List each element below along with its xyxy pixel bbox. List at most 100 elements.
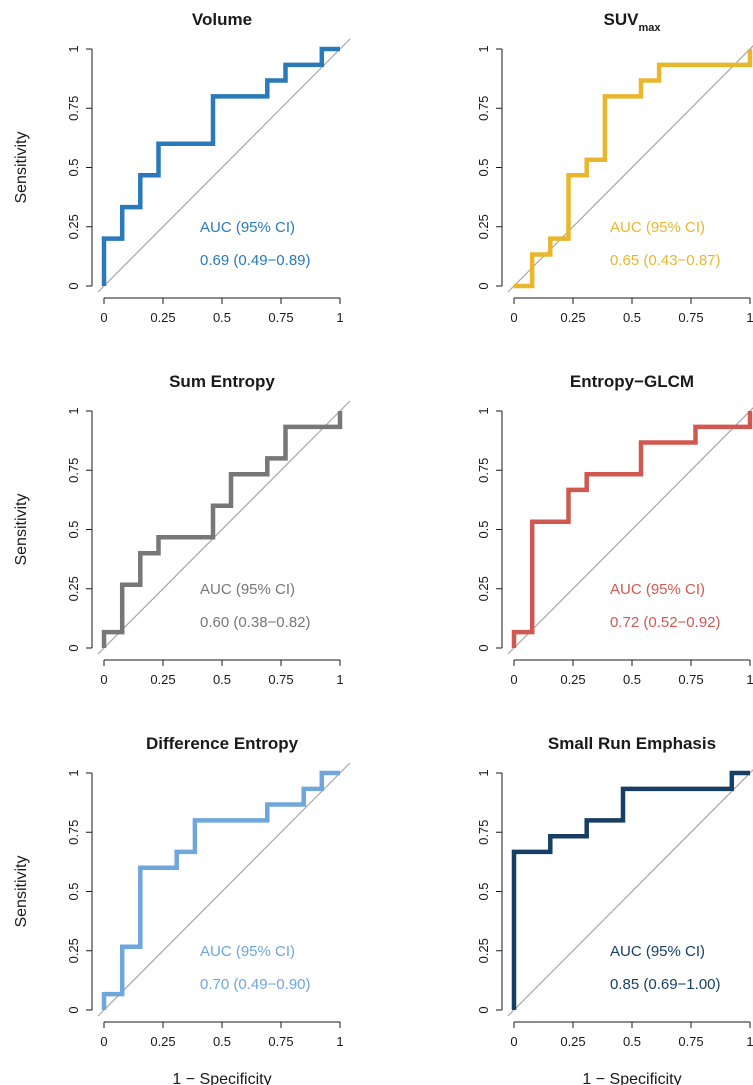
auc-label: AUC (95% CI) <box>200 581 295 598</box>
x-tick-label: 0.25 <box>150 672 175 687</box>
x-tick-label: 1 <box>746 1034 753 1049</box>
panel-title: Small Run Emphasis <box>548 734 716 753</box>
x-tick-label: 0.25 <box>150 310 175 325</box>
y-tick-label: 0 <box>476 644 491 651</box>
y-tick-label: 0.25 <box>476 938 491 963</box>
panel-title: Entropy−GLCM <box>570 372 694 391</box>
x-axis-title: 1 − Specificity <box>582 1071 681 1085</box>
auc-label: AUC (95% CI) <box>610 219 705 236</box>
y-tick-label: 1 <box>66 769 81 776</box>
x-tick-label: 0 <box>510 1034 517 1049</box>
roc-panel-5: Difference Entropy 0 0.25 0.5 0.75 1 0 0.25 0.5 0… <box>13 734 351 1085</box>
auc-label: AUC (95% CI) <box>610 943 705 960</box>
roc-curve-line <box>514 49 753 289</box>
x-tick-label: 0.75 <box>678 672 703 687</box>
x-tick-label: 0.5 <box>213 672 231 687</box>
x-tick-label: 1 <box>746 672 753 687</box>
y-axis-title: Sensitivity <box>13 493 30 565</box>
y-tick-label: 0.25 <box>476 214 491 239</box>
reference-diagonal-line <box>97 38 351 293</box>
x-tick-label: 0.25 <box>560 310 585 325</box>
roc-panel-6: Small Run Emphasis 0 0.25 0.5 0.75 1 0 0.25 0.5 0… <box>476 734 753 1085</box>
auc-label: AUC (95% CI) <box>200 219 295 236</box>
x-tick-label: 0 <box>510 310 517 325</box>
x-tick-label: 0.5 <box>623 672 641 687</box>
roc-curve-line <box>101 411 343 648</box>
auc-value: 0.70 (0.49−0.90) <box>200 976 311 993</box>
panel-title: SUVmax <box>604 10 662 34</box>
x-tick-label: 0.75 <box>678 310 703 325</box>
panel-title: Sum Entropy <box>169 372 275 391</box>
reference-diagonal-line <box>97 762 351 1017</box>
x-tick-label: 0 <box>100 310 107 325</box>
auc-value: 0.69 (0.49−0.89) <box>200 252 311 269</box>
panel-title: Volume <box>192 10 252 29</box>
y-tick-label: 0 <box>66 644 81 651</box>
x-tick-label: 0.25 <box>560 672 585 687</box>
x-tick-label: 1 <box>336 310 343 325</box>
auc-value: 0.65 (0.43−0.87) <box>610 252 721 269</box>
y-tick-label: 0.5 <box>66 158 81 176</box>
x-tick-label: 0.25 <box>560 1034 585 1049</box>
y-tick-label: 1 <box>66 407 81 414</box>
y-tick-label: 0.25 <box>66 938 81 963</box>
x-tick-label: 0.5 <box>623 310 641 325</box>
y-tick-label: 0.75 <box>476 458 491 483</box>
y-tick-label: 0.25 <box>476 576 491 601</box>
x-tick-label: 0 <box>100 672 107 687</box>
y-tick-label: 1 <box>66 45 81 52</box>
y-tick-label: 0.75 <box>66 458 81 483</box>
x-tick-label: 0 <box>510 672 517 687</box>
roc-panel-2: SUVmax 0 0.25 0.5 0.75 1 0 0.25 0.5 0.75 1 AUC (95%… <box>476 10 753 325</box>
y-tick-label: 0.25 <box>66 576 81 601</box>
x-tick-label: 0.75 <box>678 1034 703 1049</box>
y-tick-label: 0 <box>66 1006 81 1013</box>
roc-panel-3: Sum Entropy 0 0.25 0.5 0.75 1 0 0.25 0.5 0.75 1 Sen… <box>13 372 351 687</box>
roc-curve-line <box>101 770 340 1010</box>
y-tick-label: 0.5 <box>476 520 491 538</box>
y-tick-label: 0.75 <box>66 96 81 121</box>
y-tick-label: 0 <box>476 282 491 289</box>
x-tick-label: 0.75 <box>268 672 293 687</box>
y-tick-label: 0 <box>66 282 81 289</box>
auc-value: 0.72 (0.52−0.92) <box>610 614 721 631</box>
roc-curve-line <box>511 770 750 1010</box>
auc-label: AUC (95% CI) <box>200 943 295 960</box>
x-tick-label: 1 <box>336 672 343 687</box>
reference-diagonal-line <box>507 769 753 1017</box>
roc-panel-1: Volume 0 0.25 0.5 0.75 1 0 0.25 0.5 0.75 1 Sensitiv… <box>13 10 351 325</box>
reference-diagonal-line <box>97 400 351 655</box>
y-tick-label: 0.75 <box>476 96 491 121</box>
y-tick-label: 0 <box>476 1006 491 1013</box>
y-tick-label: 1 <box>476 769 491 776</box>
y-tick-label: 1 <box>476 45 491 52</box>
reference-diagonal-line <box>507 407 753 655</box>
auc-value: 0.85 (0.69−1.00) <box>610 976 721 993</box>
x-tick-label: 1 <box>746 310 753 325</box>
x-axis-title: 1 − Specificity <box>172 1071 271 1085</box>
roc-curve-line <box>101 46 340 286</box>
x-tick-label: 0.5 <box>623 1034 641 1049</box>
x-tick-label: 0 <box>100 1034 107 1049</box>
auc-label: AUC (95% CI) <box>610 581 705 598</box>
y-axis-title: Sensitivity <box>13 131 30 203</box>
roc-curve-line <box>511 411 753 648</box>
y-tick-label: 0.5 <box>476 158 491 176</box>
x-tick-label: 0.5 <box>213 310 231 325</box>
x-tick-label: 0.5 <box>213 1034 231 1049</box>
panel-title: Difference Entropy <box>146 734 299 753</box>
x-tick-label: 1 <box>336 1034 343 1049</box>
auc-value: 0.60 (0.38−0.82) <box>200 614 311 631</box>
x-tick-label: 0.75 <box>268 1034 293 1049</box>
x-tick-label: 0.25 <box>150 1034 175 1049</box>
y-tick-label: 0.75 <box>66 820 81 845</box>
y-tick-label: 0.5 <box>476 882 491 900</box>
y-axis-title: Sensitivity <box>13 855 30 927</box>
y-tick-label: 0.25 <box>66 214 81 239</box>
roc-panel-4: Entropy−GLCM 0 0.25 0.5 0.75 1 0 0.25 0.5 0.75 1 AU… <box>476 372 753 687</box>
y-tick-label: 0.5 <box>66 882 81 900</box>
y-tick-label: 0.75 <box>476 820 491 845</box>
y-tick-label: 0.5 <box>66 520 81 538</box>
x-tick-label: 0.75 <box>268 310 293 325</box>
